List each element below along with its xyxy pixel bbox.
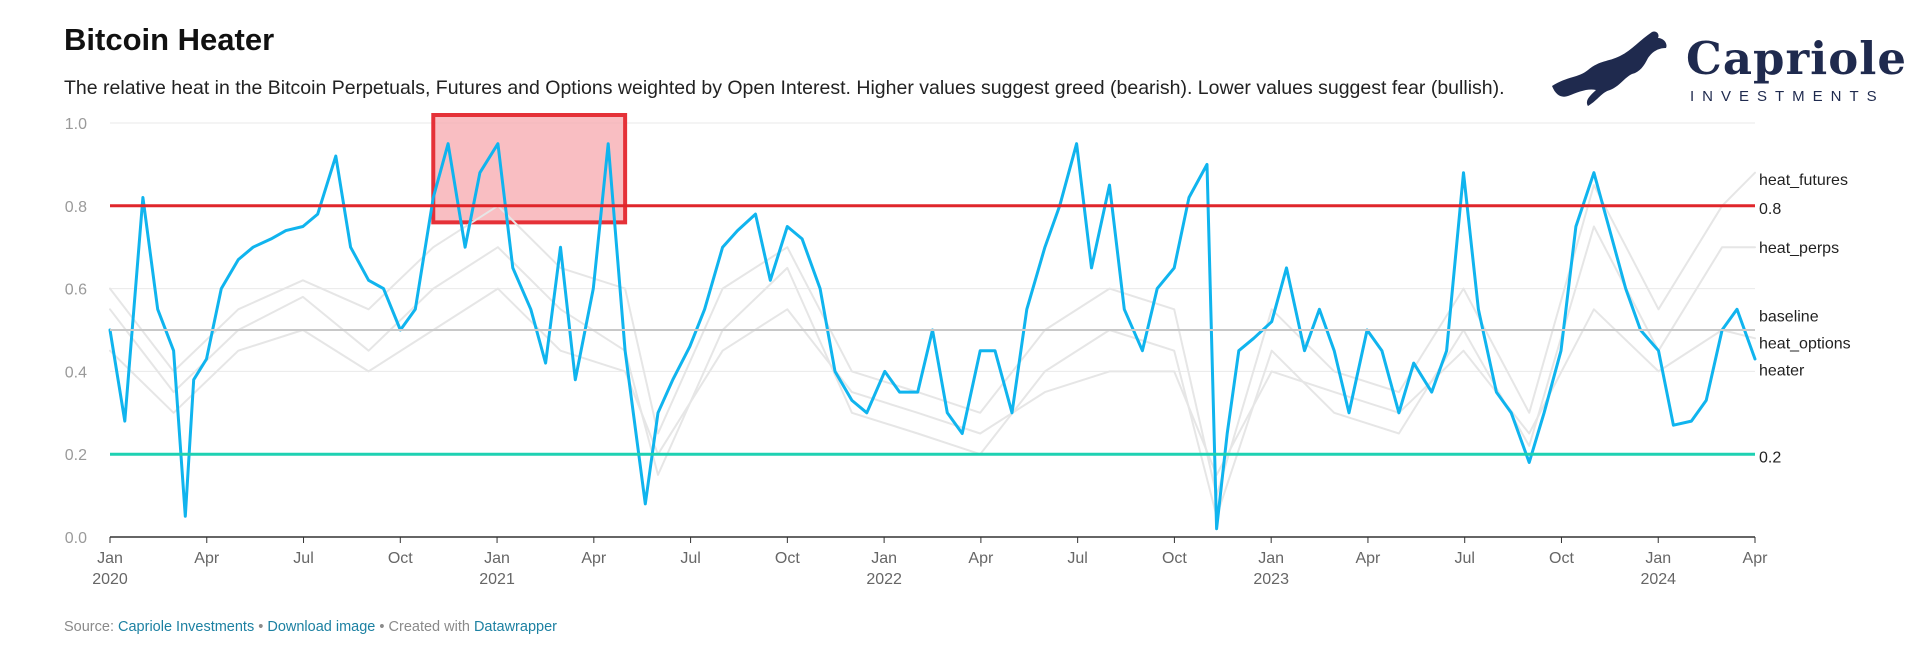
series-line-heat_options <box>109 287 1756 476</box>
bitcoin-heater-chart: 0.0 0.2 0.4 0.6 0.8 1.0 Jan 2020 Apr Jul Oct Jan 202… <box>65 113 1851 588</box>
right-label: heat_futures <box>1759 172 1848 189</box>
separator: • <box>258 619 264 635</box>
x-tick-label: Apr <box>581 550 607 567</box>
chart-title: Bitcoin Heater <box>64 22 275 57</box>
x-tick-label: Jan <box>484 550 510 567</box>
x-tick-year-label: 2021 <box>479 571 515 588</box>
series-lines <box>108 142 1757 531</box>
x-tick-label: Oct <box>1549 550 1574 567</box>
right-label: 0.2 <box>1759 449 1781 466</box>
download-image-link[interactable]: Download image <box>267 619 376 635</box>
x-tick-label: Apr <box>968 550 994 567</box>
x-tick-year-label: 2022 <box>866 571 902 588</box>
x-tick-label: Oct <box>775 550 800 567</box>
x-tick-label: Jan <box>1645 550 1671 567</box>
gridlines <box>110 122 1755 455</box>
y-tick-label: 0.6 <box>65 282 87 299</box>
x-tick-label: Jul <box>293 550 313 567</box>
footer: Source: Capriole Investments • Download … <box>64 619 557 635</box>
horse-icon <box>1552 31 1667 107</box>
x-tick-year-label: 2023 <box>1253 571 1289 588</box>
capriole-horse-logo <box>1552 31 1667 107</box>
y-tick-label: 0.8 <box>65 199 87 216</box>
reference-lines <box>110 204 1755 456</box>
right-label: 0.8 <box>1759 201 1781 218</box>
x-tick-label: Jul <box>680 550 700 567</box>
right-label: heat_perps <box>1759 240 1839 257</box>
x-tick-label: Jul <box>1454 550 1474 567</box>
x-tick-year-label: 2024 <box>1640 571 1676 588</box>
series-line-heater <box>108 142 1757 531</box>
brand-tagline: INVESTMENTS <box>1690 88 1885 105</box>
y-tick-label: 0.4 <box>65 364 87 381</box>
datawrapper-link[interactable]: Datawrapper <box>473 619 557 635</box>
x-tick-label: Jul <box>1067 550 1087 567</box>
created-prefix: Created with <box>388 619 470 635</box>
x-tick-label: Jan <box>871 550 897 567</box>
right-label: heat_options <box>1759 335 1851 352</box>
separator: • <box>379 619 385 635</box>
brand-name: Capriole <box>1686 32 1907 85</box>
right-label: baseline <box>1759 309 1819 326</box>
y-tick-label: 0.0 <box>65 530 87 547</box>
x-tick-label: Apr <box>1743 550 1769 567</box>
y-tick-label: 1.0 <box>65 116 87 133</box>
x-tick-label: Apr <box>194 550 220 567</box>
x-tick-label: Oct <box>1162 550 1187 567</box>
right-label: heater <box>1759 362 1805 379</box>
source-link[interactable]: Capriole Investments <box>118 619 255 635</box>
axes: 0.0 0.2 0.4 0.6 0.8 1.0 Jan 2020 Apr Jul Oct Jan 202… <box>65 116 1768 588</box>
x-tick-year-label: 2020 <box>92 571 128 588</box>
source-prefix: Source: <box>64 619 114 635</box>
x-tick-label: Jan <box>97 550 123 567</box>
x-tick-label: Apr <box>1355 550 1381 567</box>
x-tick-label: Oct <box>388 550 413 567</box>
right-labels: heat_futures 0.8 heat_perps baseline heat_op… <box>1759 172 1851 466</box>
chart-subtitle: The relative heat in the Bitcoin Perpetu… <box>64 77 1505 99</box>
series-line-heat_futures <box>109 171 1756 497</box>
y-tick-label: 0.2 <box>65 447 87 464</box>
x-tick-label: Jan <box>1258 550 1284 567</box>
